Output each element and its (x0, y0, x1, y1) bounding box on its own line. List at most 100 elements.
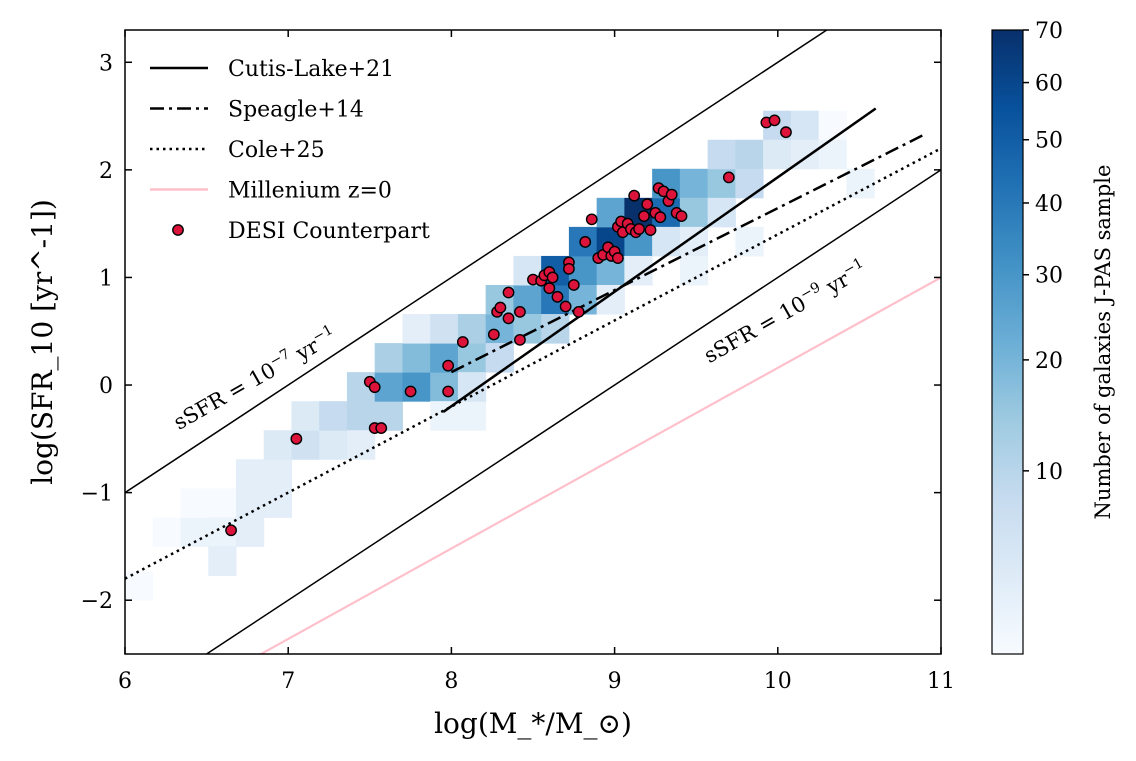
desi-point (502, 312, 515, 325)
desi-point (502, 286, 515, 299)
desi-point (579, 236, 592, 248)
desi-point (551, 290, 564, 303)
legend-label: Speagle+14 (228, 98, 364, 123)
line-ssfr-10-7-yr-1 (125, 30, 829, 494)
hist2d-cell (208, 488, 237, 518)
desi-point (404, 385, 417, 398)
colorbar: 10 20 30 40 50 60 70 Number of galaxies J-PAS s… (991, 19, 1115, 655)
hist2d-cell (180, 488, 209, 518)
hist2d-cell (652, 226, 681, 257)
hist2d-cell (707, 139, 736, 170)
hist2d-cell (430, 314, 459, 344)
colorbar-tick-label: 30 (1035, 264, 1063, 289)
hist2d-cell (235, 517, 265, 547)
hist2d-cell (402, 314, 431, 344)
desi-point (494, 301, 507, 314)
legend-label: Cole+25 (228, 138, 325, 163)
hist2d-cell (235, 488, 265, 518)
desi-point (225, 524, 237, 537)
desi-point (546, 271, 559, 284)
legend: Cutis-Lake+21 Speagle+14 Cole+25 Millenium … (150, 57, 430, 244)
y-tick-label: 0 (99, 374, 113, 399)
x-tick-label: 10 (764, 669, 792, 694)
desi-point (675, 210, 688, 223)
hist2d-cell (125, 571, 154, 601)
desi-point (628, 189, 641, 202)
hist2d-cell (457, 401, 487, 431)
line-cole-25 (125, 147, 941, 580)
lines-layer (125, 30, 941, 654)
desi-point (768, 114, 781, 127)
colorbar-tick-label: 60 (1035, 72, 1063, 97)
desi-point (368, 381, 381, 394)
colorbar-tick-label: 10 (1035, 460, 1063, 485)
hist2d-cell (263, 459, 292, 489)
desi-point (442, 359, 455, 372)
hist2d-cell (235, 459, 265, 489)
desi-point (611, 252, 624, 264)
legend-label: Cutis-Lake+21 (228, 57, 394, 82)
hist2d-cell (291, 401, 320, 431)
line-speagle-14 (450, 133, 926, 374)
hist2d-cell (430, 372, 459, 402)
hist2d-cell (846, 168, 875, 199)
y-tick-label: −2 (81, 589, 113, 614)
hist2d-cell (679, 168, 709, 199)
desi-point (290, 432, 303, 445)
desi-point (665, 188, 678, 201)
x-tick-label: 8 (444, 669, 458, 694)
hist2d-cell (319, 430, 348, 460)
hist2d-cell (152, 517, 181, 547)
desi-point (638, 210, 650, 223)
desi-point (375, 422, 388, 434)
y-tick-label: 2 (99, 159, 113, 184)
desi-point (633, 223, 645, 235)
desi-point (780, 126, 792, 139)
hist2d-cell (319, 401, 348, 431)
x-tick-label: 9 (608, 669, 622, 694)
desi-point (654, 211, 667, 224)
colorbar-tick-label: 40 (1035, 192, 1063, 217)
hist2d-cell (402, 372, 431, 402)
x-axis-ticks: 6 7 8 9 10 11 (118, 30, 955, 694)
line-millenium-z-0 (258, 276, 941, 654)
y-tick-label: −1 (81, 482, 113, 507)
desi-point (514, 333, 526, 346)
x-tick-label: 6 (118, 669, 132, 694)
desi-point (585, 213, 598, 226)
legend-marker (172, 224, 184, 236)
hist2d-cell (263, 430, 292, 460)
hist2d-cell (208, 546, 237, 576)
hist2d-cell (374, 343, 403, 373)
x-tick-label: 11 (927, 669, 955, 694)
colorbar-tick-label: 20 (1035, 349, 1063, 374)
desi-point (543, 282, 556, 295)
desi-point (514, 305, 526, 318)
hist2d-cell (818, 110, 847, 141)
hist2d-cell (679, 255, 709, 286)
y-axis-ticks: −2 −1 0 1 2 3 (81, 51, 941, 614)
desi-point (442, 385, 455, 398)
desi-point (572, 305, 585, 318)
line-cutis-lake-21 (442, 107, 877, 413)
points-layer (225, 114, 792, 537)
axis-labels: log(M_*/M_⊙) log(SFR_10 [yr^-1]) (26, 199, 632, 740)
hist2d-cell (402, 343, 431, 373)
hist2d-cell (763, 139, 792, 170)
legend-label: DESI Counterpart (228, 219, 430, 244)
hist2d-cell (790, 110, 820, 141)
hist2d-cell (596, 284, 625, 315)
line-ssfr-10-9-yr-1 (205, 169, 941, 654)
desi-point (559, 300, 572, 313)
hist2d-cell (735, 168, 764, 199)
colorbar-bar (991, 29, 1024, 655)
desi-point (487, 328, 500, 341)
y-axis-label: log(SFR_10 [yr^-1]) (26, 199, 59, 485)
desi-point (641, 198, 654, 211)
hist2d-cell (735, 226, 764, 257)
x-tick-label: 7 (281, 669, 295, 694)
plot-frame (124, 29, 942, 655)
plot-area: sSFR = 10−7 yr−1 sSFR = 10−9 yr−1 6 7 8 9 10 1… (81, 29, 955, 694)
y-tick-label: 3 (99, 51, 113, 76)
